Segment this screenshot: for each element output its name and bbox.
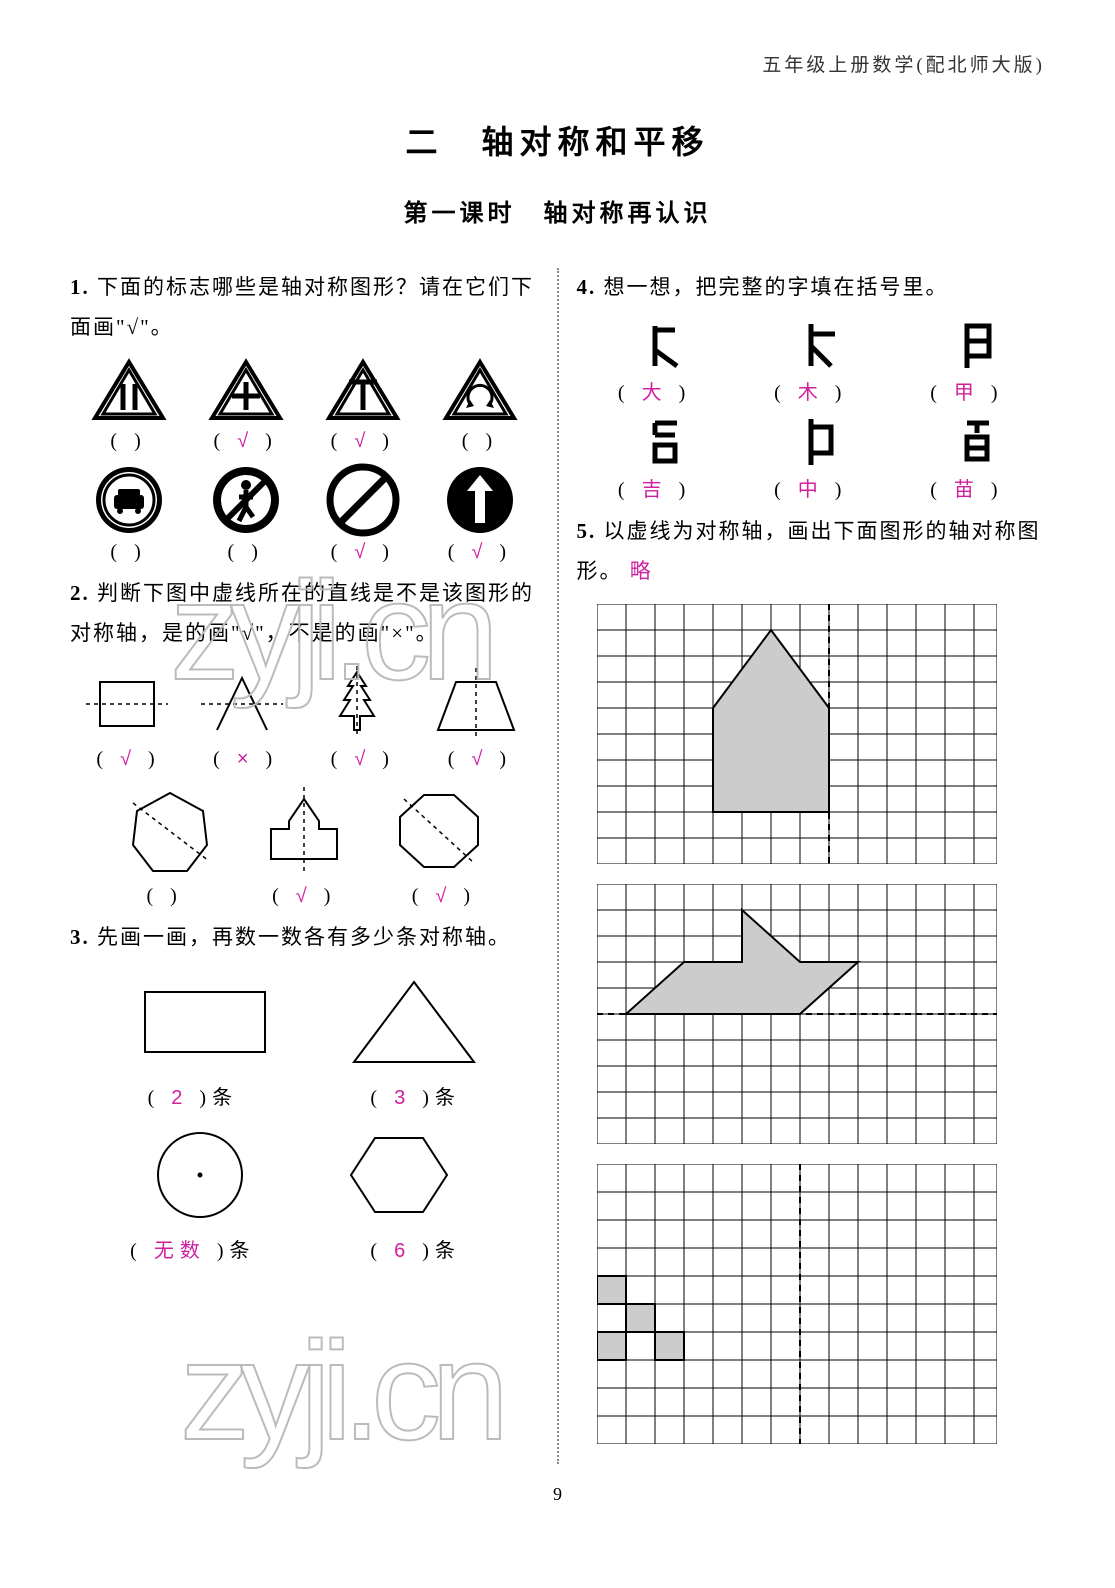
q3-row1-answers: ( 2 )条 ( 3 )条 — [70, 1081, 539, 1110]
q3-text: 先画一画，再数一数各有多少条对称轴。 — [97, 925, 511, 949]
q4-row2-chars — [577, 415, 1046, 469]
q4-row1-answers: ( 大 ) ( 木 ) ( 甲 ) — [577, 376, 1046, 405]
arrow-shape-icon — [249, 781, 359, 881]
q2-number: 2. — [70, 581, 90, 605]
circle-sign-icon — [443, 463, 517, 537]
answer-blank: 甲 — [954, 382, 980, 404]
q3-row2-shapes — [70, 1120, 539, 1230]
question-3: 3. 先画一画，再数一数各有多少条对称轴。 — [70, 918, 539, 958]
half-char-icon — [781, 415, 841, 469]
answer-blank: √ — [471, 541, 488, 563]
answer-blank: 无数 — [154, 1240, 206, 1262]
answer-blank: 2 — [171, 1087, 188, 1109]
q4-number: 4. — [577, 275, 597, 299]
q3-number: 3. — [70, 925, 90, 949]
left-column: 1. 下面的标志哪些是轴对称图形？请在它们下面画"√"。 — [70, 268, 557, 1464]
circle-shape-icon — [140, 1120, 260, 1230]
circle-sign-icon — [326, 463, 400, 537]
q1-row1-answers: ( ) ( √ ) ( √ ) ( ) — [70, 430, 539, 453]
q5-answer-label: 略 — [630, 560, 653, 583]
answer-blank: √ — [296, 885, 313, 907]
rectangle-shape-icon — [120, 967, 290, 1077]
q2-row2-shapes — [70, 781, 539, 881]
triangle-sign-icon — [440, 356, 520, 426]
q4-row2-answers: ( 吉 ) ( 中 ) ( 苗 ) — [577, 473, 1046, 502]
question-4: 4. 想一想，把完整的字填在括号里。 — [577, 268, 1046, 308]
tree-shape-icon — [312, 664, 402, 744]
octagon-shape-icon — [384, 781, 494, 881]
q4-text: 想一想，把完整的字填在括号里。 — [604, 275, 949, 299]
circle-sign-icon — [209, 463, 283, 537]
q1-row2-icons — [70, 463, 539, 537]
right-column: 4. 想一想，把完整的字填在括号里。 — [559, 268, 1046, 1464]
answer-blank: × — [237, 748, 255, 770]
half-char-icon — [625, 318, 685, 372]
heptagon-shape-icon — [115, 781, 225, 881]
q1-text: 下面的标志哪些是轴对称图形？请在它们下面画"√"。 — [70, 275, 534, 339]
answer-blank: 吉 — [642, 479, 668, 501]
triangle-sign-icon — [89, 356, 169, 426]
chapter-title: 二 轴对称和平移 — [70, 117, 1045, 163]
suffix: 条 — [435, 1087, 461, 1109]
answer-blank: √ — [435, 885, 452, 907]
answer-blank: √ — [120, 748, 137, 770]
q1-number: 1. — [70, 275, 90, 299]
answer-blank: √ — [471, 748, 488, 770]
question-2: 2. 判断下图中虚线所在的直线是不是该图形的对称轴，是的画"√"，不是的画"×"… — [70, 574, 539, 654]
q4-row1-chars — [577, 318, 1046, 372]
grid-1 — [597, 604, 1046, 864]
answer-blank: 中 — [798, 479, 824, 501]
triangle-shape-icon — [339, 967, 489, 1077]
q2-row1-answers: ( √ ) ( × ) ( √ ) ( √ ) — [70, 748, 539, 771]
triangle-shape-icon — [197, 664, 287, 744]
triangle-sign-icon — [206, 356, 286, 426]
grid-3 — [597, 1164, 1046, 1444]
answer-blank: 6 — [394, 1240, 411, 1262]
question-5: 5. 以虚线为对称轴，画出下面图形的轴对称图形。 略 — [577, 512, 1046, 592]
q2-row1-shapes — [70, 664, 539, 744]
suffix: 条 — [435, 1240, 461, 1262]
triangle-sign-icon — [323, 356, 403, 426]
answer-blank: 苗 — [954, 479, 980, 501]
lesson-title: 第一课时 轴对称再认识 — [70, 193, 1045, 228]
answer-blank: √ — [354, 541, 371, 563]
square-shape-icon — [82, 664, 172, 744]
answer-blank: √ — [237, 430, 254, 452]
answer-blank: 3 — [394, 1087, 411, 1109]
q3-row2-answers: ( 无数 )条 ( 6 )条 — [70, 1234, 539, 1263]
hexagon-shape-icon — [329, 1120, 469, 1230]
answer-blank: √ — [354, 748, 371, 770]
answer-blank: √ — [354, 430, 371, 452]
q5-number: 5. — [577, 519, 597, 543]
q2-text: 判断下图中虚线所在的直线是不是该图形的对称轴，是的画"√"，不是的画"×"。 — [70, 581, 534, 645]
q1-row2-answers: ( ) ( ) ( √ ) ( √ ) — [70, 541, 539, 564]
half-char-icon — [781, 318, 841, 372]
trapezoid-shape-icon — [426, 664, 526, 744]
book-header: 五年级上册数学(配北师大版) — [70, 50, 1045, 77]
half-char-icon — [937, 415, 997, 469]
question-1: 1. 下面的标志哪些是轴对称图形？请在它们下面画"√"。 — [70, 268, 539, 348]
suffix: 条 — [230, 1240, 256, 1262]
q3-row1-shapes — [70, 967, 539, 1077]
answer-blank: 木 — [798, 382, 824, 404]
q1-row1-icons — [70, 356, 539, 426]
suffix: 条 — [212, 1087, 238, 1109]
circle-sign-icon — [92, 463, 166, 537]
q2-row2-answers: ( ) ( √ ) ( √ ) — [70, 885, 539, 908]
page-number: 9 — [70, 1484, 1045, 1505]
grid-2 — [597, 884, 1046, 1144]
answer-blank: 大 — [642, 382, 668, 404]
half-char-icon — [625, 415, 685, 469]
half-char-icon — [937, 318, 997, 372]
